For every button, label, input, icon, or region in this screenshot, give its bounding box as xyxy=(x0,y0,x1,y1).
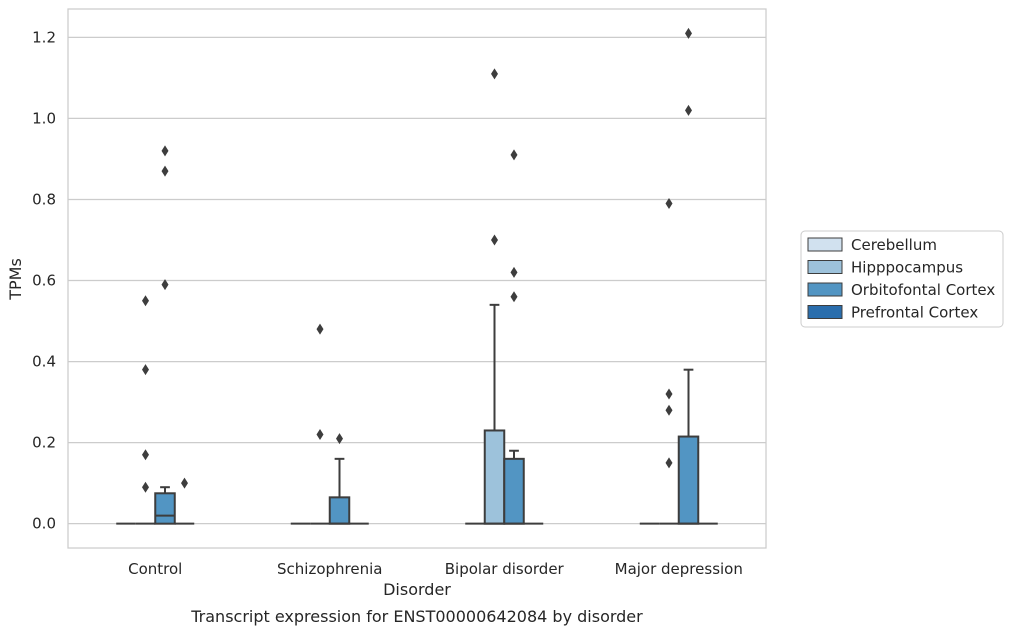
box-series xyxy=(116,27,718,525)
series-group xyxy=(154,27,700,525)
outlier-point xyxy=(316,429,324,441)
outlier-point xyxy=(161,145,169,157)
y-tick-label: 0.6 xyxy=(32,272,56,290)
legend-label: Orbitofontal Cortex xyxy=(851,281,995,299)
outlier-point xyxy=(161,279,169,291)
legend-swatch xyxy=(807,260,843,274)
y-tick-label: 0.4 xyxy=(32,353,56,371)
outlier-point xyxy=(316,323,324,335)
x-tick-label: Bipolar disorder xyxy=(445,560,565,578)
outlier-point xyxy=(685,27,692,39)
x-axis-label: Disorder xyxy=(383,580,451,599)
legend: Cerebellum Hipppocampus Orbitofontal Corte… xyxy=(800,230,1004,328)
y-tick-label: 1.2 xyxy=(32,28,56,46)
x-tick-label: Schizophrenia xyxy=(277,560,382,578)
outlier-point xyxy=(510,149,518,161)
legend-label: Cerebellum xyxy=(851,236,937,254)
outlier-point xyxy=(142,295,149,307)
y-tick-label: 0.2 xyxy=(32,434,56,452)
box xyxy=(154,492,176,525)
legend-label: Hipppocampus xyxy=(851,259,963,277)
outlier-point xyxy=(665,198,673,210)
outlier-point xyxy=(181,477,188,489)
outlier-point xyxy=(336,433,343,445)
chart-caption: Transcript expression for ENST0000064208… xyxy=(190,607,643,626)
outlier-point xyxy=(510,291,518,303)
legend-swatch xyxy=(807,237,843,252)
x-tick-label: Major depression xyxy=(615,560,743,578)
outlier-point xyxy=(665,404,673,416)
outlier-point xyxy=(142,449,149,461)
legend-frame xyxy=(800,230,1004,328)
y-axis-label: TPMs xyxy=(6,258,25,301)
outlier-point xyxy=(665,388,673,400)
series-group xyxy=(174,477,718,525)
x-axis-ticks: Control Schizophrenia Bipolar disorder Majo… xyxy=(128,560,743,578)
series-group xyxy=(135,68,679,525)
outlier-point xyxy=(161,165,169,177)
outlier-point xyxy=(685,104,692,116)
y-axis-ticks: 0.0 0.2 0.4 0.6 0.8 1.0 1.2 xyxy=(32,28,56,532)
y-tick-label: 0.0 xyxy=(32,515,56,533)
y-tick-label: 1.0 xyxy=(32,109,56,127)
outlier-point xyxy=(142,481,149,493)
box xyxy=(503,457,525,525)
outlier-point xyxy=(665,457,673,469)
box xyxy=(328,496,351,525)
legend-label: Prefrontal Cortex xyxy=(851,304,978,322)
outlier-point xyxy=(510,266,518,278)
plot-area xyxy=(67,8,767,549)
gridlines xyxy=(68,36,766,525)
outlier-point xyxy=(491,68,498,80)
y-tick-label: 0.8 xyxy=(32,190,56,208)
outlier-point xyxy=(142,364,149,376)
legend-swatch xyxy=(807,282,843,297)
legend-swatch xyxy=(807,305,843,319)
box xyxy=(483,429,506,525)
x-tick-label: Control xyxy=(128,560,182,578)
box xyxy=(677,435,700,525)
outlier-point xyxy=(491,234,498,246)
